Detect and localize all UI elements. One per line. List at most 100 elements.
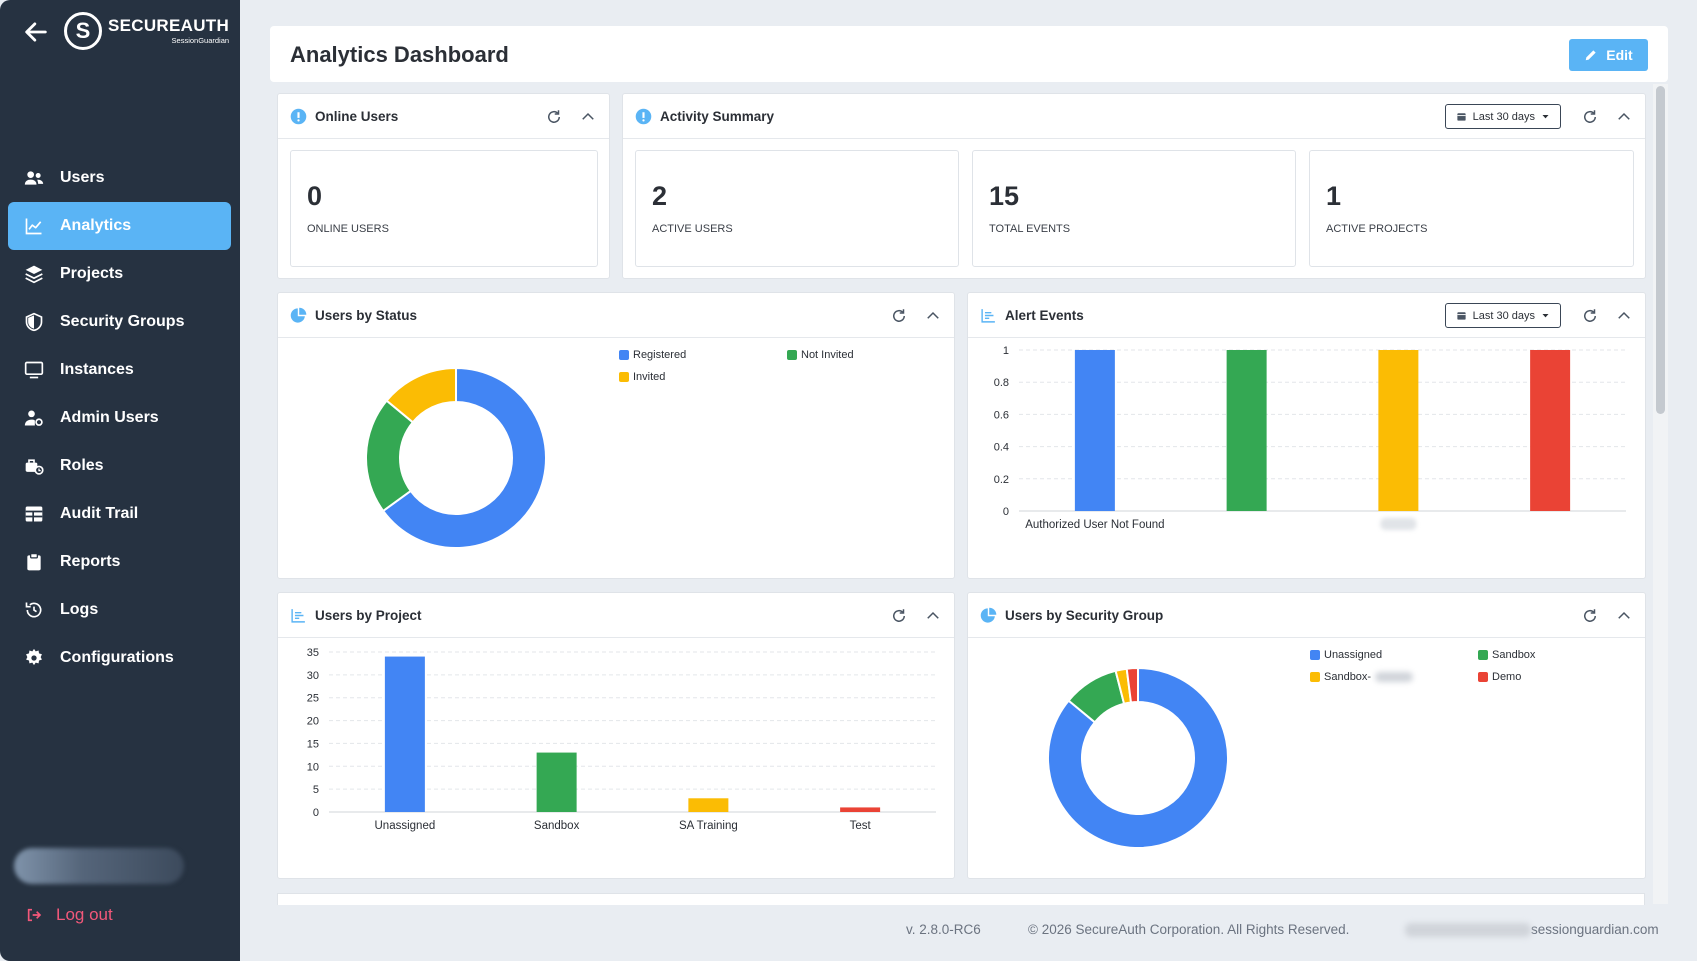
y-tick-label: 1 bbox=[1003, 345, 1009, 357]
edit-button-label: Edit bbox=[1606, 47, 1633, 63]
sidebar-item-label: Instances bbox=[60, 361, 134, 378]
alert-events-card: Alert Events Last 30 days 1 0.8 0.6 0.4 0.2 0… bbox=[967, 292, 1646, 579]
sidebar-item-projects[interactable]: Projects bbox=[8, 250, 231, 298]
legend-label: Registered bbox=[633, 349, 687, 361]
user-clock-icon bbox=[25, 459, 44, 475]
logo-mark-icon: S bbox=[64, 12, 102, 50]
sidebar-item-instances[interactable]: Instances bbox=[8, 346, 231, 394]
chevron-up-icon[interactable] bbox=[1615, 307, 1633, 325]
footer-domain-text: sessionguardian.com bbox=[1531, 922, 1659, 937]
bar-sandbox[interactable] bbox=[536, 752, 577, 812]
legend-item[interactable]: Demo bbox=[1478, 671, 1646, 683]
logout-label: Log out bbox=[56, 905, 113, 924]
info-gauge-icon bbox=[290, 108, 307, 124]
chevron-up-icon[interactable] bbox=[579, 108, 597, 126]
legend-item[interactable]: Sandbox bbox=[1478, 649, 1646, 661]
bar-test[interactable] bbox=[840, 807, 881, 812]
users-by-status-legend: Registered Not Invited Invited bbox=[619, 349, 955, 383]
logout-button[interactable]: Log out bbox=[26, 905, 113, 925]
bar-item-3[interactable] bbox=[1378, 350, 1419, 511]
scrollbar-thumb[interactable] bbox=[1656, 86, 1665, 414]
sidebar-item-audit-trail[interactable]: Audit Trail bbox=[8, 490, 231, 538]
legend-swatch bbox=[787, 350, 797, 360]
legend-item[interactable]: Registered bbox=[619, 349, 787, 361]
date-range-select[interactable]: Last 30 days bbox=[1444, 303, 1561, 328]
sidebar-item-label: Configurations bbox=[60, 649, 174, 666]
bar-item-2[interactable] bbox=[1226, 350, 1267, 511]
sidebar-item-admin-users[interactable]: Admin Users bbox=[8, 394, 231, 442]
card-title: Users by Status bbox=[315, 307, 418, 323]
page-title: Analytics Dashboard bbox=[290, 42, 509, 67]
bar-chart-icon bbox=[981, 308, 995, 323]
date-range-label: Last 30 days bbox=[1472, 110, 1535, 123]
y-tick-label: 0.2 bbox=[994, 474, 1009, 486]
table-icon bbox=[25, 506, 43, 522]
donut-slice-unassigned[interactable] bbox=[1047, 666, 1229, 849]
chevron-up-icon[interactable] bbox=[1615, 108, 1633, 126]
monitor-icon bbox=[24, 361, 44, 379]
legend-swatch bbox=[1310, 650, 1320, 660]
sidebar-item-analytics[interactable]: Analytics bbox=[8, 202, 231, 250]
edit-button[interactable]: Edit bbox=[1569, 39, 1648, 71]
sidebar-item-logs[interactable]: Logs bbox=[8, 586, 231, 634]
users-by-status-donut bbox=[365, 366, 547, 549]
x-tick-label: Authorized User Not Found bbox=[1025, 519, 1164, 531]
bar-authorized-user-not-found[interactable] bbox=[1074, 350, 1115, 511]
stat-value: 1 bbox=[1326, 181, 1342, 211]
sidebar-item-security-groups[interactable]: Security Groups bbox=[8, 298, 231, 346]
calendar-icon bbox=[1457, 113, 1466, 121]
legend-item[interactable]: Not Invited bbox=[787, 349, 955, 361]
alert-events-bar-chart: 1 0.8 0.6 0.4 0.2 0 Authorized User Not Found bbox=[994, 345, 1626, 531]
clipboard-icon bbox=[27, 553, 41, 571]
refresh-icon[interactable] bbox=[890, 607, 908, 625]
sidebar-item-label: Audit Trail bbox=[60, 505, 139, 522]
refresh-icon[interactable] bbox=[1581, 607, 1599, 625]
bar-item-4[interactable] bbox=[1530, 350, 1571, 511]
refresh-icon[interactable] bbox=[1581, 307, 1599, 325]
legend-swatch bbox=[1478, 672, 1488, 682]
refresh-icon[interactable] bbox=[545, 108, 563, 126]
back-arrow-icon[interactable] bbox=[22, 18, 50, 46]
online-users-stat: 0 ONLINE USERS bbox=[290, 150, 598, 267]
y-tick-label: 30 bbox=[307, 670, 319, 682]
chart-line-icon bbox=[25, 218, 42, 235]
legend-item[interactable]: Sandbox- bbox=[1310, 671, 1478, 683]
bar-sa-training[interactable] bbox=[688, 798, 729, 812]
y-tick-label: 10 bbox=[307, 761, 319, 773]
y-tick-label: 5 bbox=[313, 784, 319, 796]
x-tick-label: Sandbox bbox=[534, 820, 580, 832]
sidebar-item-configurations[interactable]: Configurations bbox=[8, 634, 231, 682]
y-tick-label: 20 bbox=[307, 716, 319, 728]
users-by-status-card: Users by Status Registered Not Invited Inv… bbox=[277, 292, 955, 579]
redacted-text bbox=[1375, 672, 1414, 682]
chevron-up-icon[interactable] bbox=[1615, 607, 1633, 625]
activity-summary-card: Activity Summary Last 30 days 2 ACTIVE U… bbox=[622, 93, 1646, 279]
donut-slice-invited[interactable] bbox=[385, 366, 457, 424]
bar-unassigned[interactable] bbox=[384, 656, 425, 812]
donut-slice-demo[interactable] bbox=[1125, 666, 1139, 704]
y-tick-label: 35 bbox=[307, 647, 319, 659]
chevron-up-icon[interactable] bbox=[924, 607, 942, 625]
info-gauge-icon bbox=[635, 108, 652, 124]
legend-swatch bbox=[619, 350, 629, 360]
refresh-icon[interactable] bbox=[890, 307, 908, 325]
sidebar-item-reports[interactable]: Reports bbox=[8, 538, 231, 586]
legend-item[interactable]: Invited bbox=[619, 371, 787, 383]
sidebar-item-users[interactable]: Users bbox=[8, 154, 231, 202]
sidebar-item-roles[interactable]: Roles bbox=[8, 442, 231, 490]
date-range-select[interactable]: Last 30 days bbox=[1444, 104, 1561, 129]
history-icon bbox=[25, 602, 42, 618]
pie-chart-icon bbox=[290, 307, 307, 323]
legend-item[interactable]: Unassigned bbox=[1310, 649, 1478, 661]
donut-slice-registered[interactable] bbox=[381, 366, 547, 549]
card-title: Alert Events bbox=[1005, 307, 1084, 323]
refresh-icon[interactable] bbox=[1581, 108, 1599, 126]
legend-swatch bbox=[1478, 650, 1488, 660]
chevron-up-icon[interactable] bbox=[924, 307, 942, 325]
x-tick-label: Test bbox=[850, 820, 872, 832]
date-range-label: Last 30 days bbox=[1472, 309, 1535, 322]
y-tick-label: 15 bbox=[307, 738, 319, 750]
footer-domain: sessionguardian.com bbox=[1405, 922, 1659, 937]
legend-label: Sandbox- bbox=[1324, 671, 1372, 683]
current-user-avatar[interactable] bbox=[14, 848, 184, 884]
